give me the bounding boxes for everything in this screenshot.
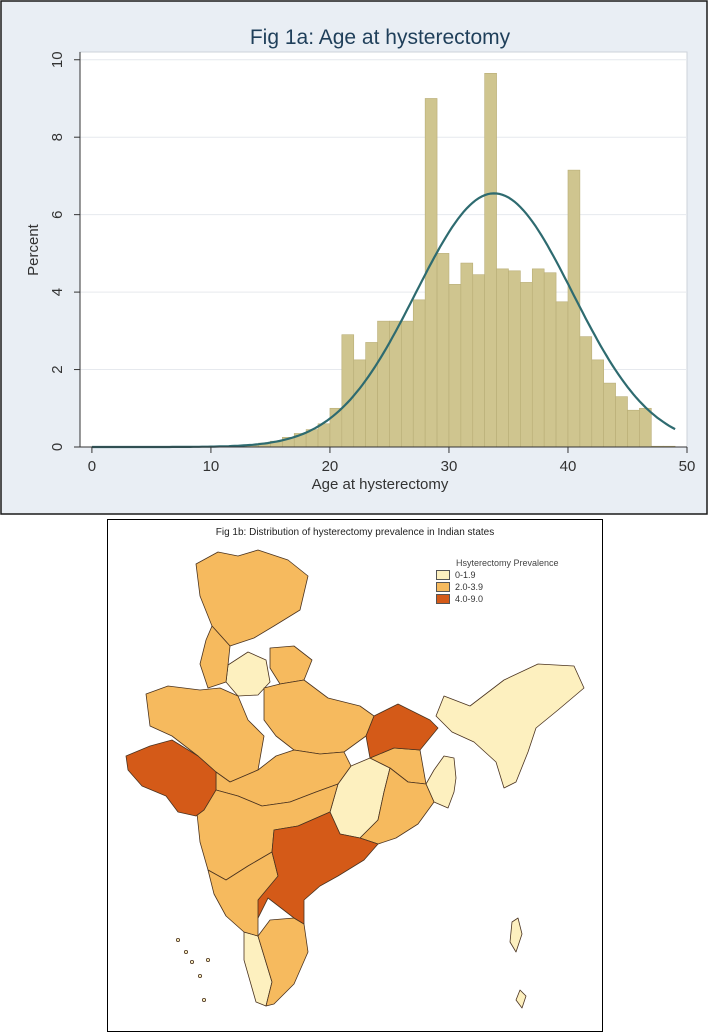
histogram-bar: [472, 274, 485, 448]
legend-item: 0-1.9: [436, 569, 476, 580]
legend-swatch: [436, 593, 450, 604]
histogram-bar: [567, 169, 581, 448]
region-andhra-telangana: [257, 811, 379, 925]
histogram-bar: [591, 359, 604, 448]
histogram-bar: [401, 320, 414, 448]
histogram-chart: 0 10 20 30 40 50 0 2 4 6 8 10 Fig 1a: Age at hyster…: [0, 0, 708, 515]
x-tick-label: 50: [679, 458, 696, 475]
region-punjab: [199, 625, 231, 689]
legend-swatch: [436, 581, 450, 592]
x-axis-label: Age at hysterectomy: [312, 476, 449, 493]
histogram-bar: [377, 320, 390, 448]
histogram-bar: [639, 407, 652, 448]
lakshadweep-islands: [176, 937, 211, 1002]
legend-item: 4.0-9.0: [436, 593, 483, 604]
region-uttarakhand: [269, 645, 313, 685]
legend-item: 2.0-3.9: [436, 581, 483, 592]
y-tick-label: 8: [49, 133, 66, 141]
region-rajasthan: [145, 685, 265, 783]
map-title: Fig 1b: Distribution of hysterectomy pre…: [216, 527, 494, 538]
histogram-bar: [448, 284, 462, 448]
legend-swatch: [436, 569, 450, 580]
india-map-figure: Fig 1b: Distribution of hysterectomy pre…: [107, 519, 603, 1032]
y-tick-label: 6: [49, 210, 66, 218]
x-tick-label: 10: [203, 458, 220, 475]
x-tick-label: 30: [441, 458, 458, 475]
region-himachal: [225, 651, 271, 697]
histogram-bar: [579, 336, 593, 448]
x-tick-label: 40: [560, 458, 577, 475]
histogram-bar: [531, 268, 545, 448]
andaman-islands: [509, 917, 527, 1009]
histogram-bar: [496, 268, 509, 448]
histogram-bar: [520, 282, 533, 448]
histogram-bar: [436, 253, 450, 448]
legend-label: 0-1.9: [455, 569, 476, 580]
histogram-bars: [210, 72, 676, 448]
axis-ticks: 0 10 20 30 40 50 0 2 4 6 8 10: [49, 51, 695, 475]
y-tick-label: 0: [49, 443, 66, 451]
legend-label: 4.0-9.0: [455, 593, 484, 604]
histogram-bar: [555, 301, 569, 448]
histogram-bar: [615, 396, 628, 448]
histogram-bar: [508, 270, 521, 448]
legend-label: 2.0-3.9: [455, 581, 484, 592]
legend-title: Hsyterectomy Prevalence: [456, 558, 559, 568]
x-tick-label: 0: [88, 458, 96, 475]
histogram-bar: [484, 72, 497, 448]
chart-title: Fig 1a: Age at hysterectomy: [250, 26, 511, 49]
histogram-bar: [341, 334, 355, 448]
state-regions: [125, 549, 585, 1009]
region-bihar: [365, 703, 439, 759]
india-map: Fig 1b: Distribution of hysterectomy pre…: [125, 527, 585, 1009]
region-northeast: [435, 663, 585, 789]
histogram-bar: [543, 272, 557, 448]
histogram-bar: [353, 359, 366, 448]
y-tick-label: 2: [49, 365, 66, 373]
x-tick-label: 20: [322, 458, 339, 475]
region-uttar-pradesh: [263, 679, 375, 755]
histogram-bar: [412, 299, 426, 448]
region-tamil-nadu: [257, 917, 309, 1007]
histogram-bar: [603, 382, 616, 448]
y-tick-label: 4: [49, 288, 66, 296]
histogram-bar: [460, 262, 474, 448]
region-gujarat: [125, 739, 217, 817]
histogram-bar: [627, 409, 640, 448]
y-tick-label: 10: [49, 51, 66, 68]
histogram-bar: [365, 342, 378, 448]
y-axis-label: Percent: [25, 223, 42, 276]
histogram-bar: [317, 423, 331, 448]
